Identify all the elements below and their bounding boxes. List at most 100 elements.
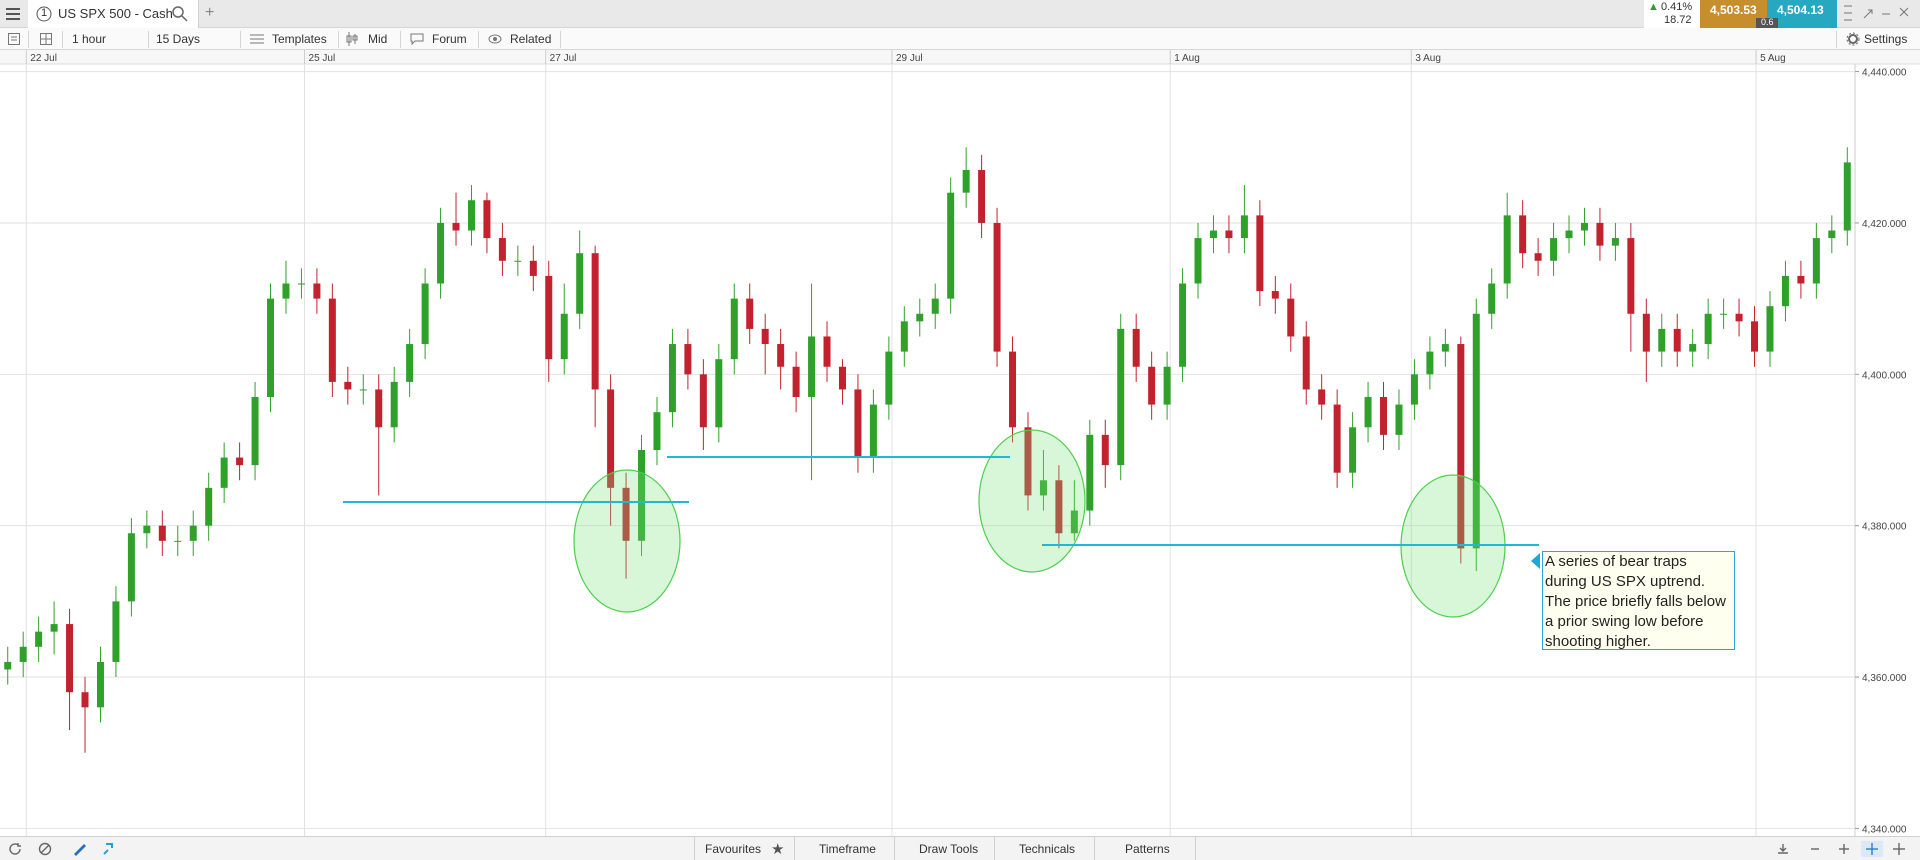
candle-body <box>467 200 475 231</box>
candle-body <box>1611 238 1619 246</box>
buy-button[interactable]: 4,504.13 <box>1767 0 1837 28</box>
candle-body <box>483 200 491 239</box>
candle-body <box>1271 291 1279 299</box>
search-icon[interactable] <box>172 6 188 22</box>
x-tick-label: 3 Aug <box>1415 53 1441 64</box>
candle-body <box>838 366 846 390</box>
candle-body <box>81 692 89 708</box>
settings[interactable]: Settings <box>1864 32 1908 46</box>
bottom-icons[interactable] <box>8 842 118 856</box>
add-tab[interactable]: + <box>205 4 215 21</box>
y-tick-label: 4,340.000 <box>1862 824 1907 835</box>
x-tick-label: 29 Jul <box>896 53 923 64</box>
candle-body <box>900 321 908 352</box>
tab-number: 1 <box>41 7 48 19</box>
candle-body <box>1781 275 1789 307</box>
candle-body <box>792 366 800 398</box>
candle-body <box>576 253 584 314</box>
price-icon <box>346 32 358 46</box>
panel-icon[interactable] <box>8 33 20 45</box>
candle-body <box>1797 275 1805 284</box>
candle-body <box>375 389 383 428</box>
zoom-icons[interactable] <box>1775 841 1917 857</box>
timeframe-button[interactable]: Timeframe <box>794 837 895 860</box>
candle-body <box>854 389 862 458</box>
candle-body <box>112 601 120 662</box>
interval[interactable]: 1 hour <box>72 32 107 46</box>
technicals-button[interactable]: Technicals <box>994 837 1095 860</box>
candle-body <box>35 631 43 647</box>
candle-body <box>1472 313 1480 549</box>
change-points: 18.72 <box>1664 14 1692 26</box>
sell-button[interactable]: 4,503.53 <box>1700 0 1767 28</box>
candle-body <box>1735 313 1743 322</box>
candle-body <box>251 397 259 466</box>
candle-body <box>591 253 599 390</box>
highlight-circle <box>573 469 681 613</box>
draw-tools: Draw Tools <box>919 842 979 856</box>
candle-body <box>1132 328 1140 367</box>
candle-body <box>96 661 104 708</box>
candle-body <box>978 169 986 223</box>
x-tick-label: 25 Jul <box>309 53 336 64</box>
buy-price: 4,504.13 <box>1777 3 1824 17</box>
candle-body <box>1070 510 1078 534</box>
favourites-button[interactable]: Favourites ★ <box>694 837 795 860</box>
candle-body <box>143 525 151 534</box>
candle-body <box>189 525 197 541</box>
candle-body <box>421 283 429 345</box>
chart: 4,340.000 4,360.000 4,380.000 4,400.000 4,42… <box>0 50 1920 836</box>
candle-body <box>1843 162 1851 231</box>
y-tick-label: 4,420.000 <box>1862 219 1907 230</box>
layout-icon[interactable] <box>40 33 52 45</box>
candle-body <box>684 344 692 375</box>
settings-icon <box>1846 32 1860 46</box>
candle-body <box>236 457 244 466</box>
change-pct: 0.41% <box>1661 1 1693 13</box>
annotation: A series of bear traps during US SPX upt… <box>1542 551 1735 650</box>
tab-badge <box>36 6 52 22</box>
sell-price: 4,503.53 <box>1710 3 1757 17</box>
draw-tools-button[interactable]: Draw Tools <box>894 837 995 860</box>
candle-body <box>1086 434 1094 511</box>
menu-icon[interactable] <box>6 8 20 20</box>
candle-body <box>297 283 305 285</box>
candle-body <box>1148 366 1156 405</box>
tab[interactable]: 1 US SPX 500 - Cash <box>28 0 199 28</box>
candle-body <box>1333 404 1341 473</box>
patterns-button[interactable]: Patterns <box>1094 837 1196 860</box>
candle-body <box>916 313 924 322</box>
candle-body <box>529 260 537 276</box>
candle-body <box>220 457 228 488</box>
x-tick-label: 27 Jul <box>550 53 577 64</box>
candle-body <box>1488 283 1496 314</box>
candle-body <box>1380 397 1388 435</box>
candle-body <box>19 646 27 662</box>
related[interactable]: Related <box>510 32 552 46</box>
candle-body <box>1055 480 1063 534</box>
price-mode[interactable]: Mid <box>368 32 388 46</box>
candle-body <box>1426 351 1434 375</box>
range[interactable]: 15 Days <box>156 32 201 46</box>
note-pointer <box>1531 553 1540 569</box>
candle-body <box>761 328 769 345</box>
candle-body <box>1194 238 1202 284</box>
window-icons[interactable] <box>1842 4 1918 24</box>
candle-body <box>1240 215 1248 239</box>
candle-body <box>947 192 955 299</box>
forum-icon <box>410 33 424 45</box>
candle-body <box>158 525 166 541</box>
candle-body <box>127 533 135 602</box>
related-icon <box>488 34 502 44</box>
candle-body <box>406 344 414 382</box>
candle-body <box>1256 215 1264 292</box>
candle-body <box>1364 397 1372 428</box>
templates[interactable]: Templates <box>272 32 327 46</box>
forum[interactable]: Forum <box>432 32 467 46</box>
candle-body <box>1410 374 1418 405</box>
candle-body <box>931 298 939 314</box>
candle-body <box>1101 434 1109 466</box>
candle-body <box>653 412 661 450</box>
y-tick-label: 4,380.000 <box>1862 522 1907 533</box>
candle-body <box>344 381 352 390</box>
